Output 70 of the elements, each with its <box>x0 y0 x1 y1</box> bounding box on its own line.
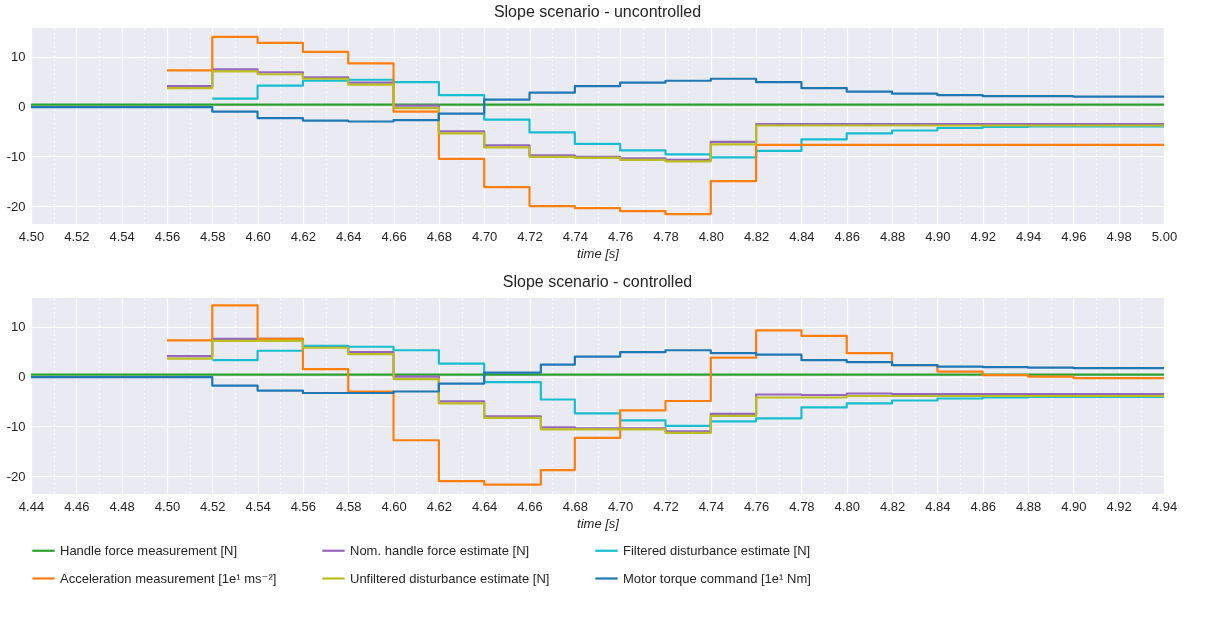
x-tick-label: 4.90 <box>1061 498 1087 514</box>
x-tick-label: 4.56 <box>290 498 317 514</box>
x-tick-label: 4.80 <box>834 498 860 514</box>
x-tick-label: 4.90 <box>925 228 951 244</box>
x-tick-label: 4.48 <box>109 498 135 514</box>
x-tick-label: 4.94 <box>1015 228 1042 244</box>
y-tick-label: -20 <box>6 468 26 484</box>
x-tick-label: 4.70 <box>472 228 498 244</box>
x-axis-title: time [s] <box>577 515 620 531</box>
x-tick-label: 4.72 <box>653 498 679 514</box>
x-tick-label: 4.78 <box>653 228 679 244</box>
x-tick-label: 4.96 <box>1061 228 1087 244</box>
legend-label: Acceleration measurement [1e¹ ms⁻²] <box>60 570 277 586</box>
chart-title: Slope scenario - uncontrolled <box>493 3 702 20</box>
y-tick-label: -10 <box>6 148 26 164</box>
x-tick-label: 4.58 <box>336 498 362 514</box>
x-tick-label: 4.72 <box>517 228 543 244</box>
x-tick-label: 5.00 <box>1151 228 1178 244</box>
x-tick-label: 4.46 <box>64 498 90 514</box>
x-tick-label: 4.54 <box>245 498 271 514</box>
x-tick-label: 4.60 <box>381 498 407 514</box>
x-tick-label: 4.50 <box>18 228 45 244</box>
x-tick-label: 4.44 <box>18 498 45 514</box>
legend-label: Motor torque command [1e¹ Nm] <box>623 570 811 586</box>
x-tick-label: 4.92 <box>1106 498 1132 514</box>
x-tick-label: 4.54 <box>109 228 135 244</box>
y-tick-label: 10 <box>11 319 26 335</box>
x-tick-label: 4.98 <box>1106 228 1132 244</box>
y-tick-label: -10 <box>6 418 26 434</box>
legend-label: Filtered disturbance estimate [N] <box>623 542 811 558</box>
x-tick-label: 4.88 <box>1015 498 1042 514</box>
x-tick-label: 4.56 <box>154 228 181 244</box>
y-tick-label: -20 <box>6 198 26 214</box>
x-tick-label: 4.82 <box>743 228 770 244</box>
x-axis-title: time [s] <box>577 245 620 261</box>
legend-label: Nom. handle force estimate [N] <box>350 542 530 558</box>
x-tick-label: 4.74 <box>562 228 588 244</box>
x-tick-label: 4.66 <box>517 498 543 514</box>
chart-title: Slope scenario - controlled <box>502 273 693 290</box>
x-tick-label: 4.68 <box>426 228 453 244</box>
x-tick-label: 4.66 <box>381 228 407 244</box>
legend-label: Handle force measurement [N] <box>60 542 238 558</box>
x-tick-label: 4.52 <box>64 228 90 244</box>
x-tick-label: 4.62 <box>426 498 453 514</box>
legend-label: Unfiltered disturbance estimate [N] <box>350 570 550 586</box>
x-tick-label: 4.80 <box>698 228 724 244</box>
x-tick-label: 4.86 <box>834 228 860 244</box>
x-tick-label: 4.62 <box>290 228 317 244</box>
x-tick-label: 4.60 <box>245 228 271 244</box>
x-tick-label: 4.94 <box>1151 498 1178 514</box>
x-tick-label: 4.68 <box>562 498 588 514</box>
x-tick-label: 4.78 <box>789 498 815 514</box>
x-tick-label: 4.64 <box>472 498 498 514</box>
y-tick-label: 0 <box>18 99 26 115</box>
x-tick-label: 4.74 <box>698 498 724 514</box>
x-tick-label: 4.76 <box>608 228 634 244</box>
y-tick-label: 0 <box>18 369 26 385</box>
x-tick-label: 4.70 <box>608 498 634 514</box>
x-tick-label: 4.58 <box>200 228 226 244</box>
x-tick-label: 4.92 <box>970 228 996 244</box>
y-tick-label: 10 <box>11 49 26 65</box>
x-tick-label: 4.82 <box>879 498 906 514</box>
x-tick-label: 4.50 <box>154 498 181 514</box>
x-tick-label: 4.52 <box>200 498 226 514</box>
x-tick-label: 4.86 <box>970 498 996 514</box>
x-tick-label: 4.84 <box>789 228 815 244</box>
x-tick-label: 4.84 <box>925 498 951 514</box>
x-tick-label: 4.88 <box>879 228 906 244</box>
x-tick-label: 4.64 <box>336 228 362 244</box>
x-tick-label: 4.76 <box>743 498 770 514</box>
